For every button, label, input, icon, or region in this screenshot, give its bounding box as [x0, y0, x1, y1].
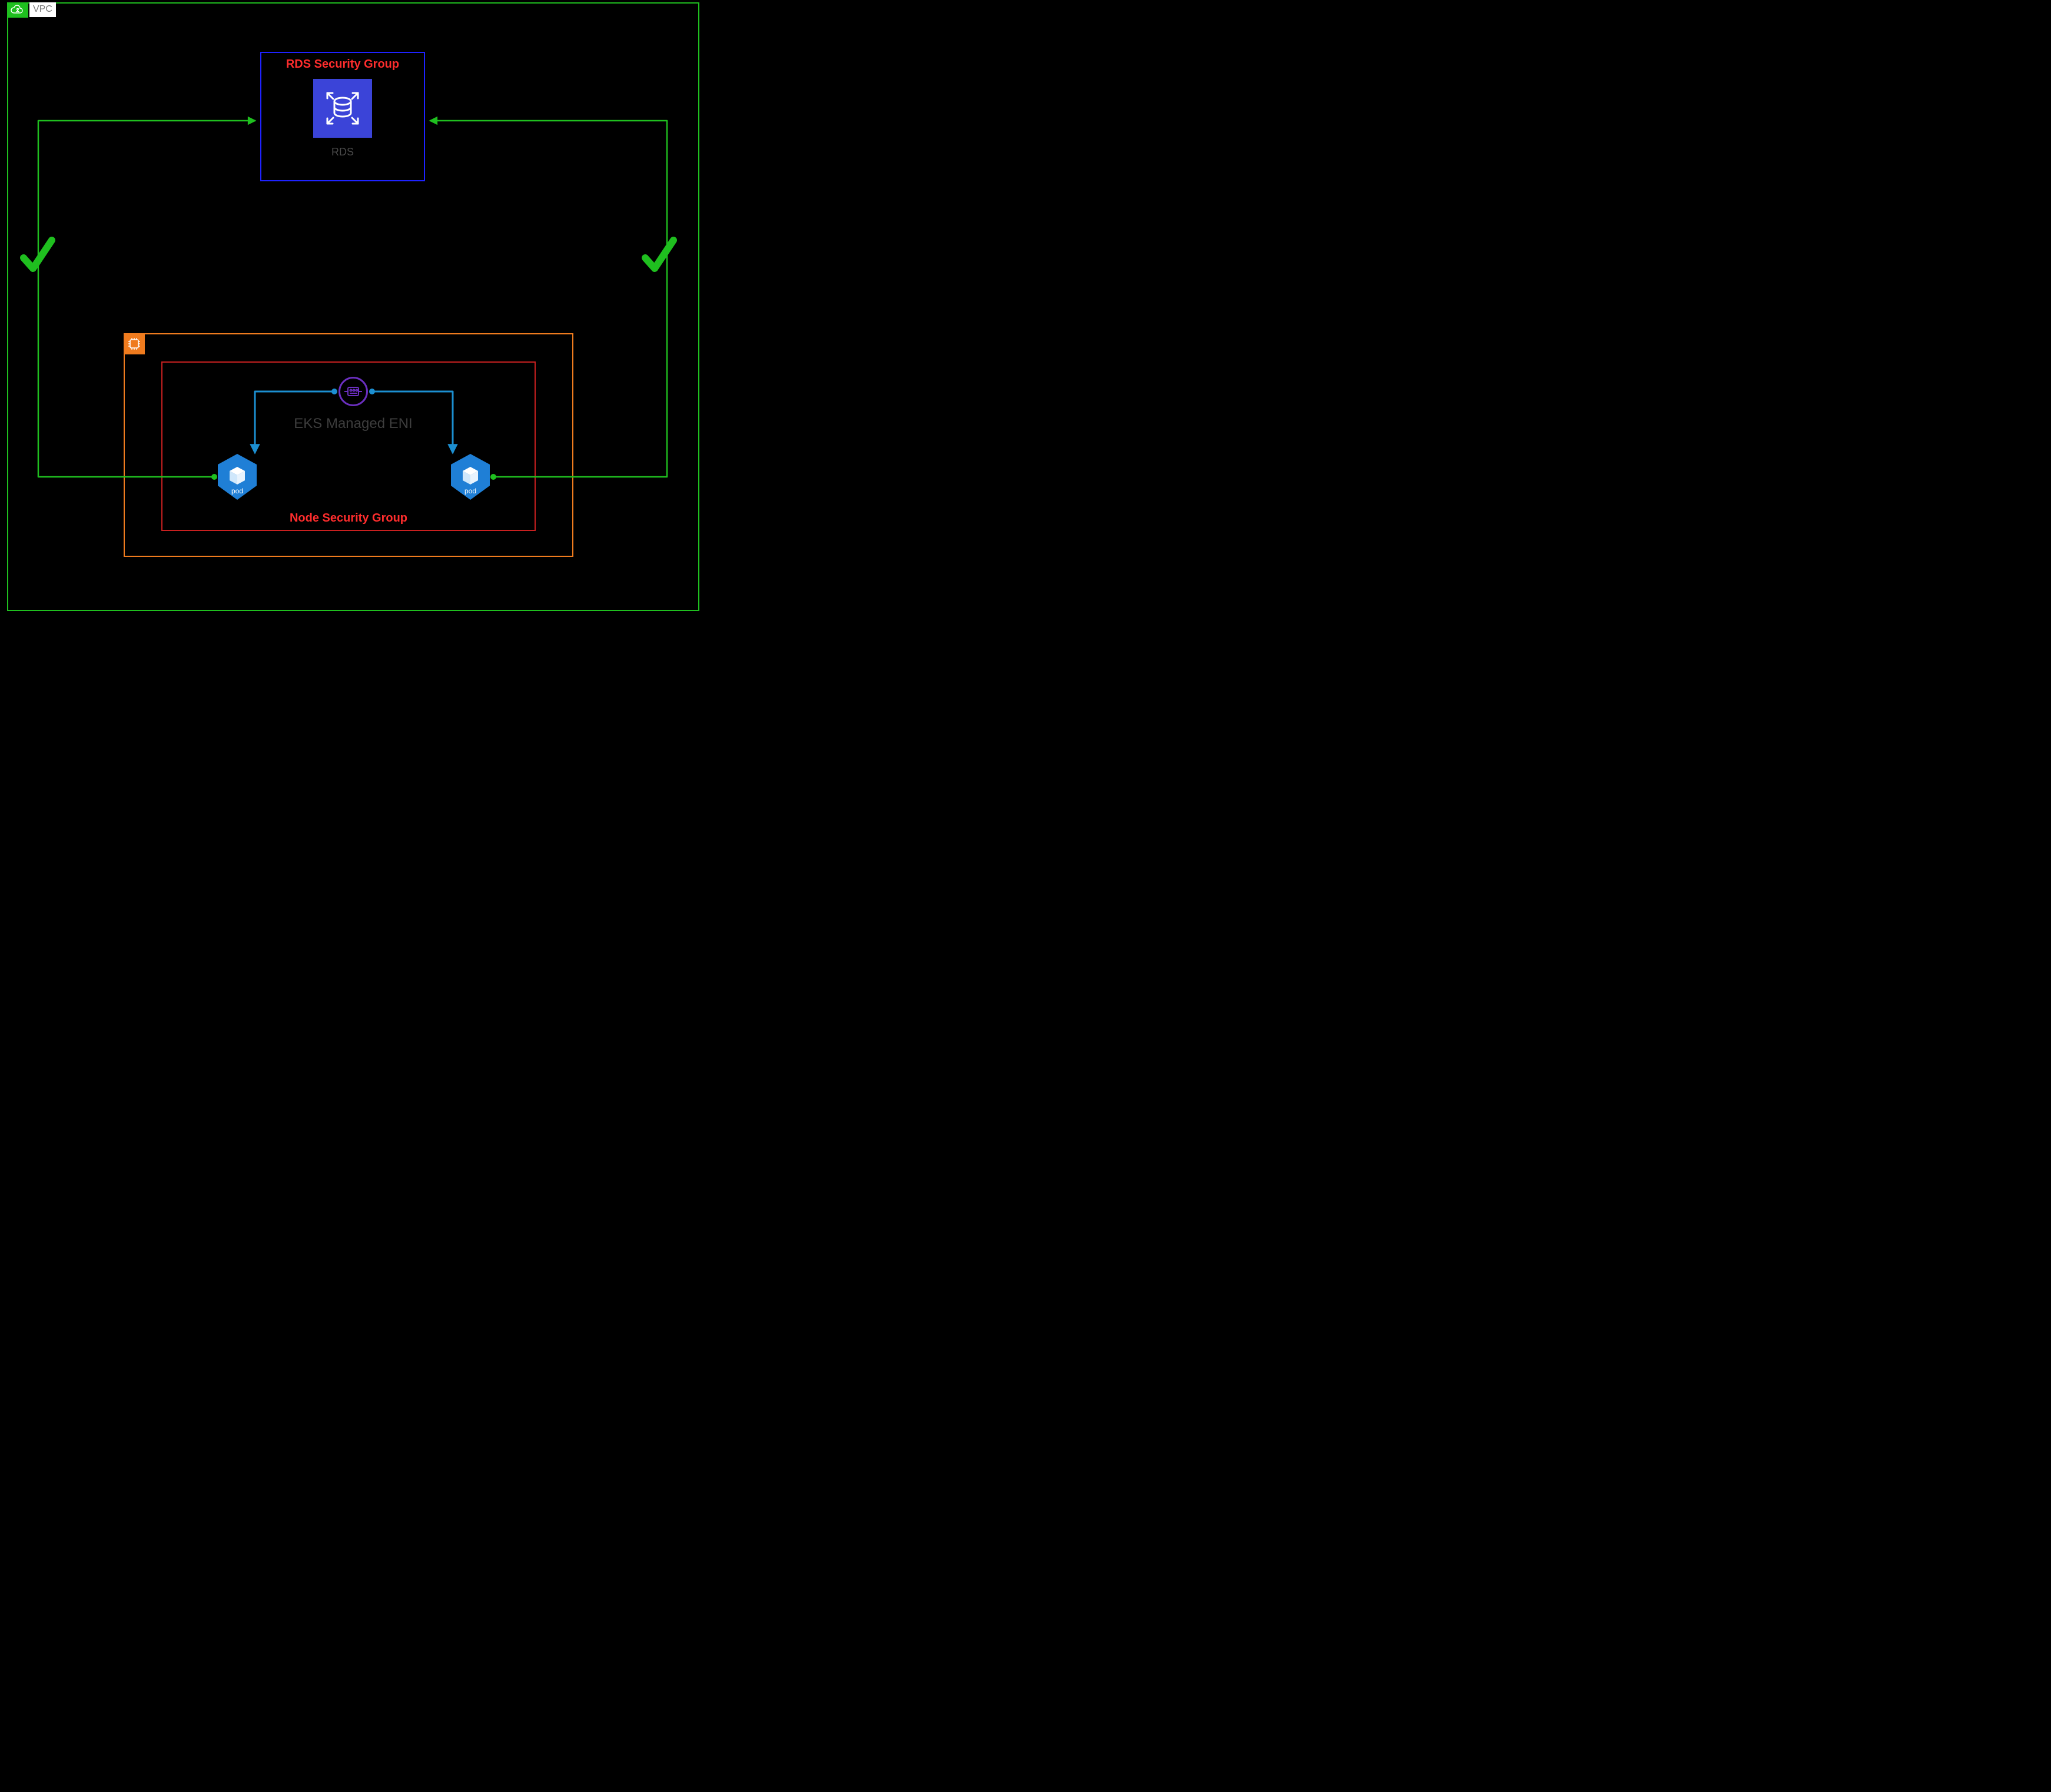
node-security-group-title: Node Security Group	[162, 512, 535, 525]
rds-security-group-title: RDS Security Group	[261, 58, 424, 71]
vpc-cloud-icon	[7, 2, 28, 18]
pod-left: pod	[214, 453, 260, 504]
pod-right-label: pod	[447, 487, 493, 495]
ec2-instance-icon	[124, 333, 145, 354]
eni-icon	[338, 377, 368, 406]
checkmark-left-icon	[20, 234, 55, 287]
pod-left-label: pod	[214, 487, 260, 495]
rds-service-icon	[313, 79, 372, 138]
diagram-canvas: VPC RDS Security Group RDS	[0, 0, 706, 617]
checkmark-right-icon	[642, 234, 677, 287]
eni-label: EKS Managed ENI	[0, 416, 706, 432]
pod-right: pod	[447, 453, 493, 504]
rds-caption: RDS	[261, 146, 424, 158]
rds-security-group-box: RDS Security Group RDS	[260, 52, 425, 181]
vpc-label: VPC	[29, 2, 56, 17]
